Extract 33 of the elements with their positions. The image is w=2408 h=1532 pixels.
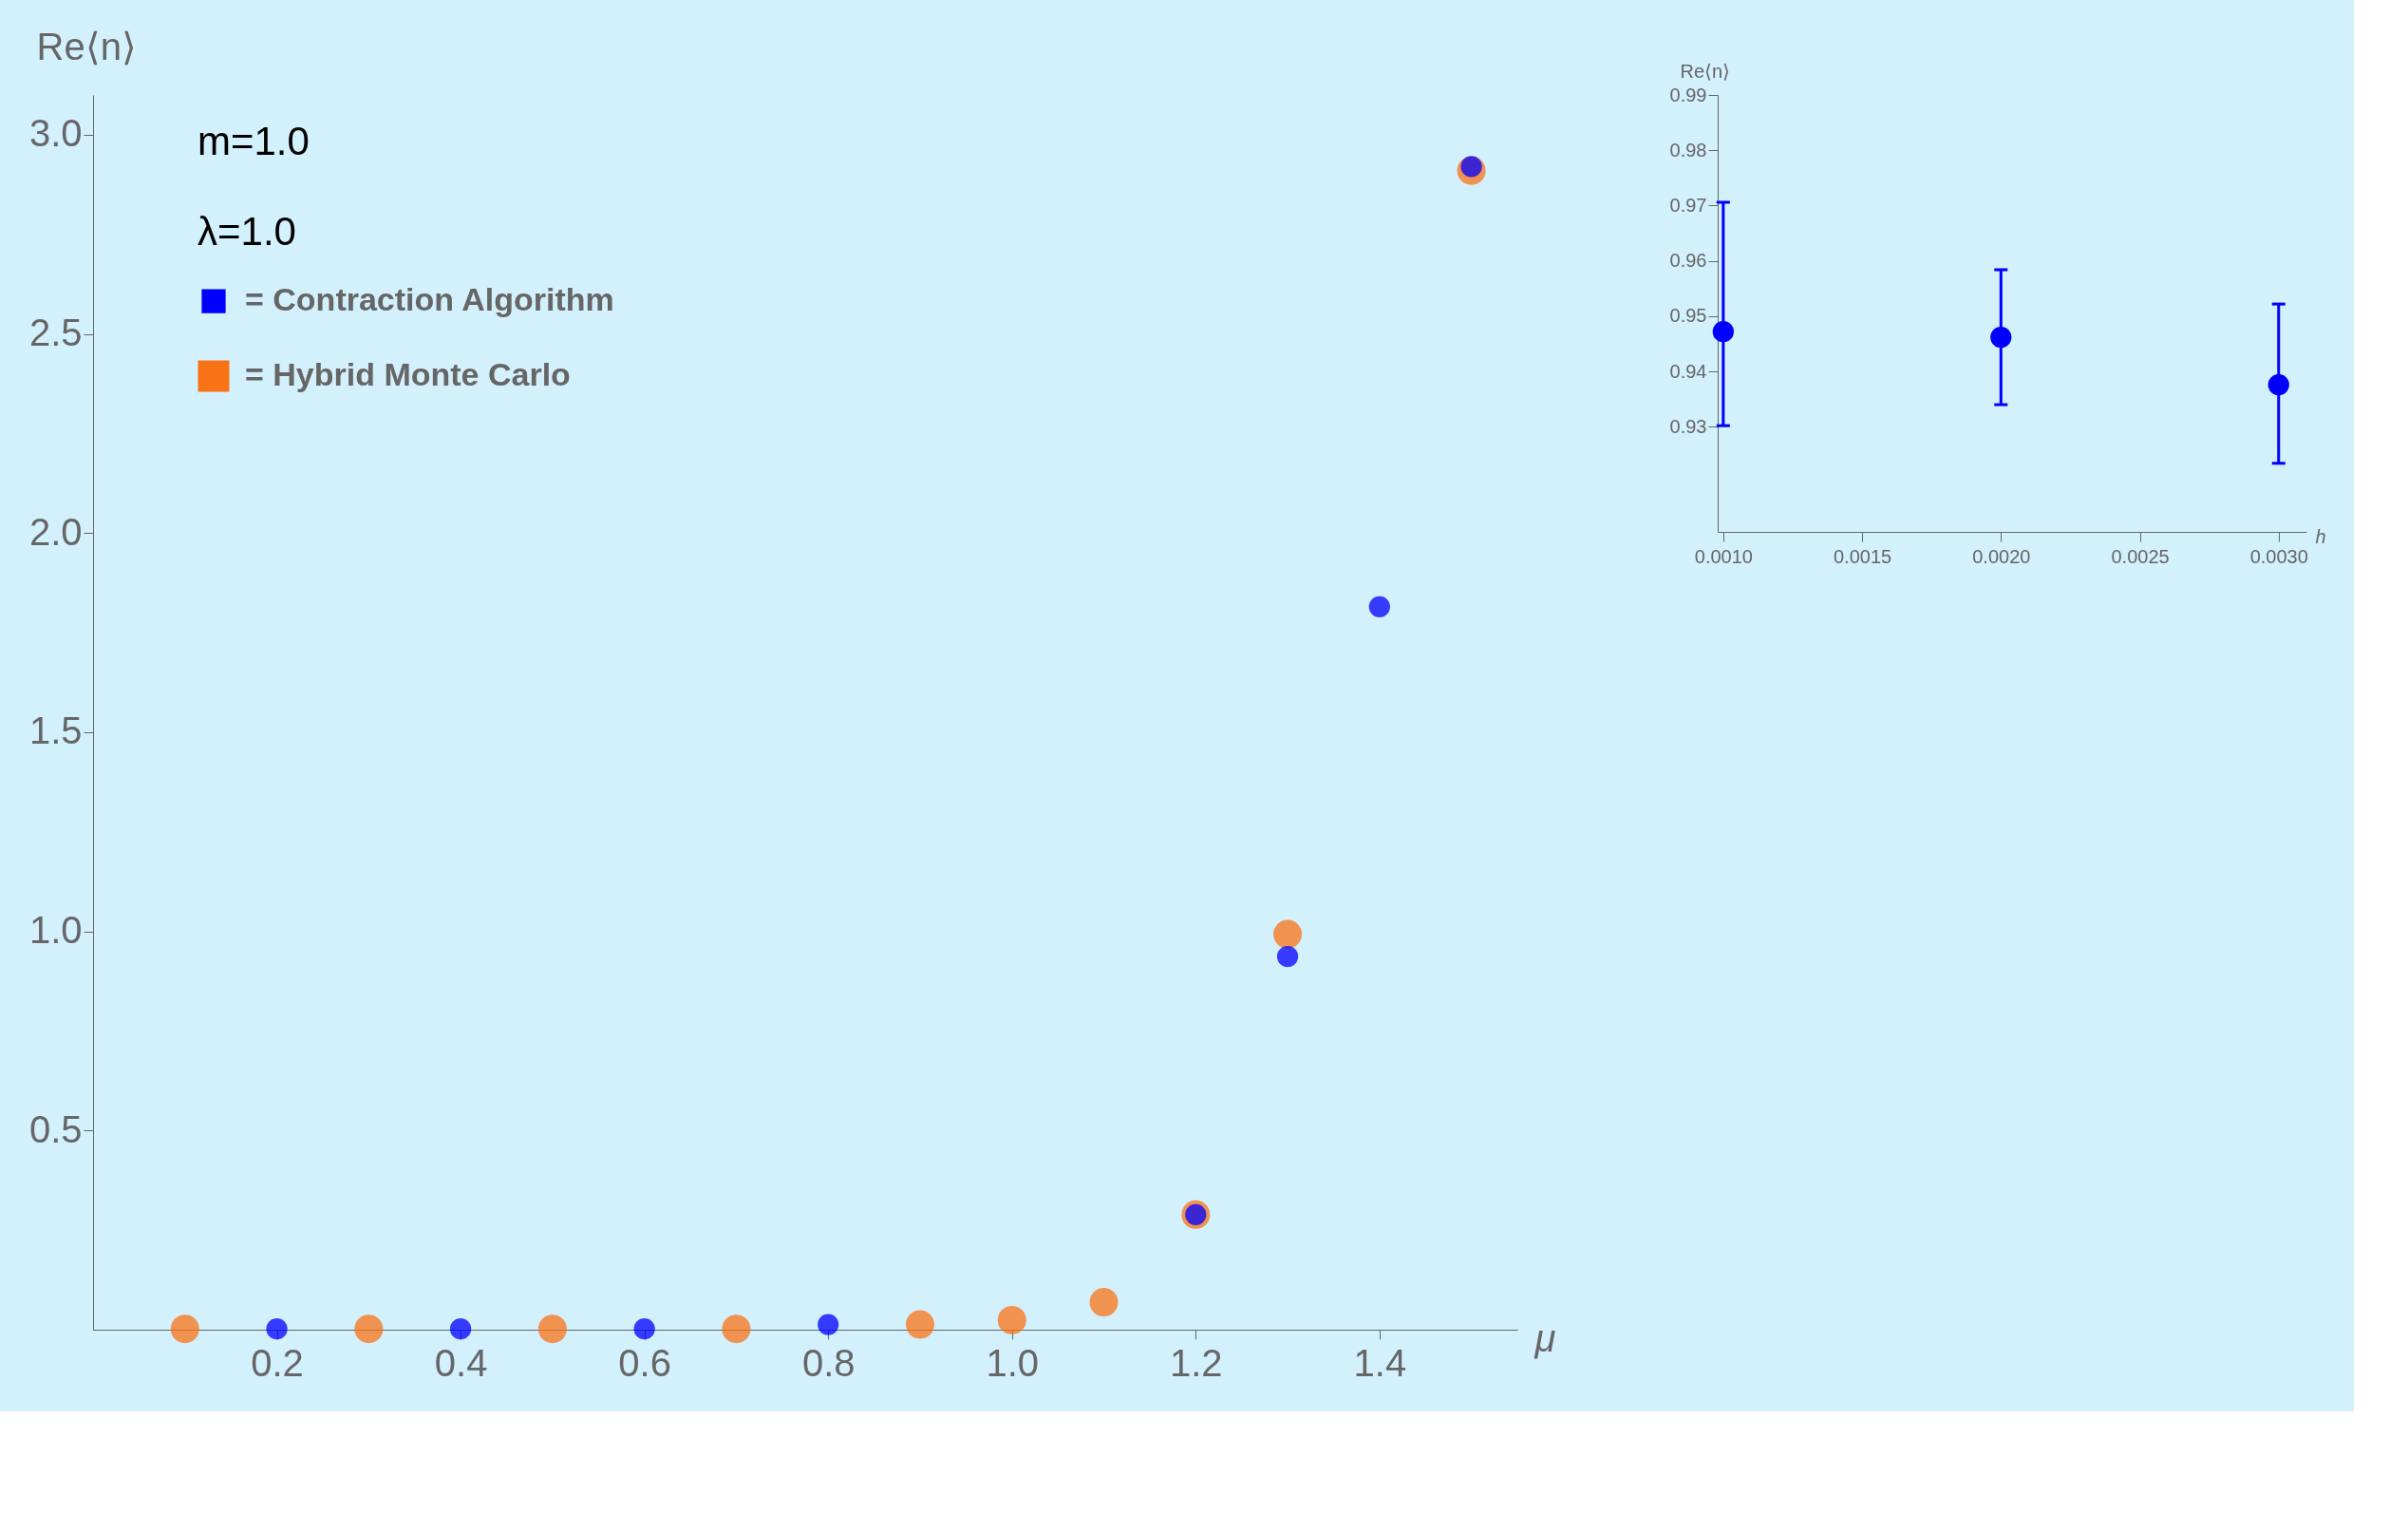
y-tick-label: 1.5 [28,709,83,752]
x-axis-title: h [2315,525,2326,547]
y-tick-label: 3.0 [28,112,83,155]
y-tick-label: 0.94 [1669,360,1707,382]
x-tick-label: 0.8 [801,1341,856,1384]
x-tick-label: 1.4 [1353,1341,1407,1384]
x-tick-label: 0.0020 [1972,545,2031,567]
legend-label: = Contraction Algorithm [245,281,614,317]
x-tick-label: 1.0 [986,1341,1040,1384]
x-axis-title: μ [1533,1316,1556,1359]
x-tick-label: 1.2 [1169,1341,1223,1384]
y-axis-title: Re⟨n⟩ [36,25,137,67]
legend-label: = Hybrid Monte Carlo [245,356,571,392]
x-tick-label: 0.6 [618,1341,671,1384]
x-tick-label: 0.0010 [1694,545,1753,567]
x-tick-label: 0.2 [251,1341,304,1384]
x-tick-label: 0.0025 [2111,545,2170,567]
y-tick-label: 1.0 [28,909,83,952]
x-tick-label: 0.0030 [2249,545,2308,567]
y-tick-label: 0.98 [1669,139,1707,161]
x-tick-label: 0.4 [434,1341,488,1384]
x-tick-label: 0.0015 [1833,545,1892,567]
y-tick-label: 0.5 [28,1107,83,1150]
y-tick-label: 2.0 [28,510,83,553]
y-tick-label: 0.97 [1669,194,1707,216]
y-axis-title: Re⟨n⟩ [1680,60,1731,82]
y-tick-label: 0.93 [1669,415,1707,437]
annotation: λ=1.0 [198,209,296,254]
y-tick-label: 0.96 [1669,250,1707,272]
y-tick-label: 0.99 [1669,84,1707,105]
y-tick-label: 2.5 [28,312,83,354]
y-tick-label: 0.95 [1669,305,1707,327]
annotation: m=1.0 [198,119,310,163]
